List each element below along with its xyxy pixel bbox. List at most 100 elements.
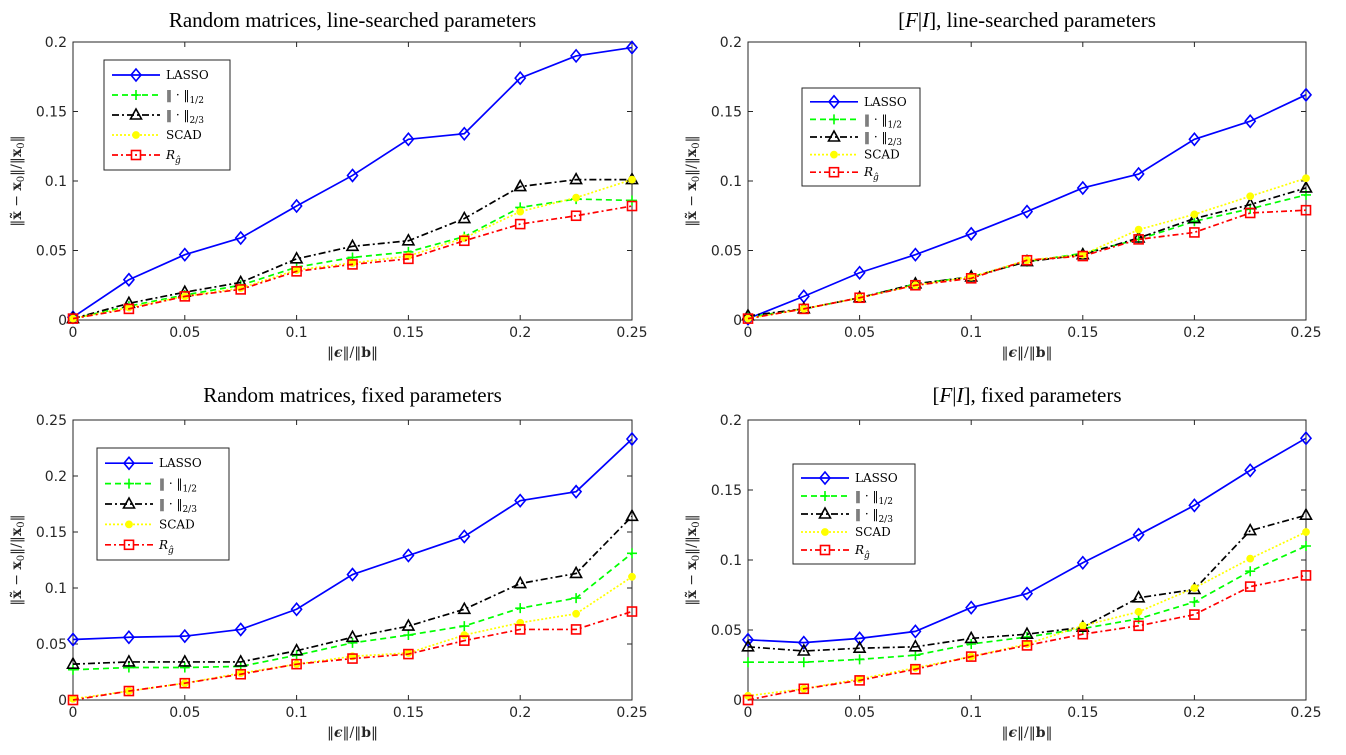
y-tick-label: 0.05	[711, 623, 742, 639]
data-point	[460, 631, 469, 639]
data-point	[910, 663, 921, 675]
legend-label: LASSO	[166, 68, 209, 82]
data-point	[179, 662, 190, 673]
data-point	[1190, 210, 1199, 219]
data-point	[346, 567, 359, 582]
series-line	[747, 574, 1307, 701]
series-line	[72, 46, 633, 318]
data-point	[1244, 463, 1257, 478]
data-point	[1020, 626, 1034, 639]
data-point	[910, 650, 921, 661]
y-tick-label: 0	[733, 693, 742, 709]
data-point	[290, 198, 303, 214]
data-point	[909, 624, 922, 639]
data-point	[1300, 204, 1312, 216]
data-point	[1189, 227, 1200, 238]
data-point	[1133, 234, 1144, 245]
legend-label: SCAD	[159, 517, 195, 531]
data-point	[1244, 113, 1257, 129]
data-point	[743, 657, 753, 668]
legend-marker	[827, 94, 841, 110]
legend-marker	[828, 166, 840, 178]
data-point	[1134, 607, 1143, 616]
data-point	[179, 291, 191, 302]
x-tick-label: 0.2	[1183, 325, 1205, 341]
data-point	[1244, 581, 1256, 592]
series-triangle	[66, 508, 639, 669]
data-point	[569, 171, 583, 185]
data-point	[347, 653, 358, 664]
y-tick-label: 0.15	[36, 525, 67, 541]
series-triangle	[741, 507, 1313, 656]
data-point	[289, 251, 304, 264]
legend-label: Rĝ	[854, 543, 870, 561]
legend-label: ‖ · ‖1/2	[855, 489, 893, 507]
data-point	[572, 609, 580, 618]
y-tick-label: 0.05	[711, 244, 742, 260]
data-point	[403, 630, 414, 641]
data-point	[909, 247, 922, 262]
data-point	[122, 654, 136, 667]
series-line	[747, 514, 1307, 652]
y-tick-label: 0.15	[711, 483, 742, 499]
data-point	[966, 639, 977, 649]
x-tick-label: 0.2	[509, 705, 531, 721]
y-tick-label: 0.2	[45, 35, 67, 51]
data-point	[459, 621, 470, 632]
x-tick-label: 0.05	[169, 705, 200, 721]
data-point	[964, 630, 979, 644]
data-point	[514, 624, 526, 635]
x-tick-label: 0	[69, 325, 78, 341]
data-point	[403, 648, 414, 660]
data-point	[742, 313, 754, 324]
y-axis-label: ‖x̃ − x0‖/‖x0‖	[683, 514, 702, 605]
legend-marker	[125, 520, 133, 529]
legend-marker	[820, 491, 830, 501]
x-tick-label: 0	[69, 705, 78, 721]
data-point	[1299, 507, 1313, 520]
data-point	[513, 575, 528, 589]
data-point	[1189, 609, 1200, 620]
legend-marker	[124, 478, 134, 489]
data-point	[797, 635, 810, 650]
data-point	[572, 193, 580, 202]
data-point	[1246, 192, 1255, 201]
data-point	[67, 694, 79, 706]
data-point	[798, 683, 810, 695]
y-axis-label: ‖x̃ − x0‖/‖x0‖	[8, 514, 27, 605]
data-point	[965, 226, 978, 242]
data-point	[66, 656, 80, 669]
legend-label: LASSO	[159, 456, 202, 470]
data-point	[457, 210, 472, 224]
series-diamond	[66, 431, 639, 647]
legend-label: ‖ · ‖2/3	[864, 130, 902, 148]
y-tick-label: 0.2	[720, 35, 742, 51]
data-point	[1243, 522, 1258, 536]
data-point	[347, 637, 358, 648]
legend-marker	[818, 506, 832, 519]
series-square	[67, 200, 638, 324]
data-point	[458, 635, 470, 646]
data-point	[347, 259, 358, 270]
chart-title: [F|I], fixed parameters	[932, 383, 1121, 407]
data-point	[626, 606, 638, 617]
x-tick-label: 0	[744, 705, 753, 721]
data-point	[177, 654, 192, 667]
data-point	[402, 132, 415, 147]
y-tick-label: 0.1	[720, 174, 742, 190]
legend-label: Rĝ	[165, 148, 181, 166]
data-point	[122, 630, 135, 645]
x-tick-label: 0.25	[1290, 705, 1321, 721]
data-point	[908, 639, 923, 652]
data-point	[401, 233, 416, 246]
data-point	[291, 658, 302, 670]
data-point	[291, 266, 302, 277]
data-point	[1246, 554, 1255, 563]
data-point	[1245, 566, 1256, 577]
data-point	[1189, 597, 1200, 607]
data-point	[457, 601, 472, 615]
